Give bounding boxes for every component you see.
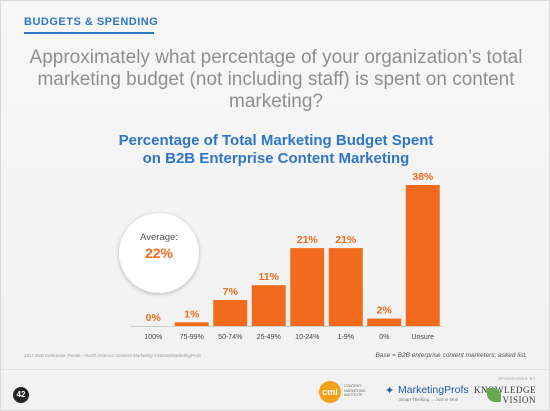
bird-icon: ✦	[385, 385, 395, 397]
data-label-3: 11%	[259, 271, 280, 283]
cmi-logo-text: CONTENT MARKETING INSTITUTE	[344, 384, 366, 397]
average-callout: Average: 22%	[119, 213, 199, 293]
bar-2	[213, 300, 248, 326]
x-tick-label-1: 75-99%	[180, 334, 204, 341]
data-label-2: 7%	[223, 286, 239, 298]
survey-question: Approximately what percentage of your or…	[29, 47, 523, 112]
footer-divider	[1, 369, 549, 370]
leaf-icon	[487, 388, 501, 402]
marketingprofs-tagline: Smart Thinking ... Just in time	[399, 397, 459, 402]
bar-7	[405, 185, 440, 326]
bar-4	[290, 248, 325, 326]
x-tick-label-4: 10-24%	[295, 334, 319, 341]
bar-3	[251, 285, 286, 326]
data-label-7: 38%	[412, 171, 434, 183]
chart-title: Percentage of Total Marketing Budget Spe…	[61, 132, 491, 168]
average-label: Average:	[140, 232, 178, 243]
bar-5	[328, 248, 363, 326]
x-tick-label-3: 25-49%	[257, 334, 281, 341]
source-note: 2017 B2B Enterprise Trends—North America…	[24, 353, 202, 358]
chart-title-line-1: Percentage of Total Marketing Budget Spe…	[118, 132, 434, 149]
page-number: 42	[13, 387, 29, 403]
data-label-5: 21%	[335, 234, 357, 246]
bar-chart: 0% 100% 1% 75-99% 7% 50-74% 11% 25-49% 21% 10-24%…	[131, 171, 442, 341]
x-tick-label-2: 50-74%	[218, 334, 242, 341]
knowledgevision-logo: SPONSORED BY KNOWLEDGE VISION	[456, 376, 536, 405]
chart-title-line-2: on B2B Enterprise Content Marketing	[142, 150, 410, 167]
data-label-1: 1%	[184, 308, 200, 320]
bar-6	[367, 318, 402, 326]
data-label-4: 21%	[297, 234, 319, 246]
data-label-0: 0%	[146, 312, 162, 324]
x-tick-label-6: 0%	[379, 334, 389, 341]
knowledgevision-name-1: KNOWLEDGE	[474, 385, 536, 395]
base-note: Base = B2B enterprise content marketers;…	[375, 352, 527, 359]
bar-1	[174, 322, 209, 326]
section-rule	[24, 32, 154, 34]
average-value: 22%	[144, 245, 174, 261]
sponsor-label: SPONSORED BY	[497, 376, 536, 381]
marketingprofs-name: MarketingProfs	[398, 384, 469, 396]
section-tag: BUDGETS & SPENDING	[24, 16, 159, 28]
x-tick-label-7: Unsure	[411, 334, 434, 341]
knowledgevision-name-2: VISION	[502, 395, 536, 405]
data-label-6: 2%	[377, 305, 393, 317]
cmi-mark-icon: cmi	[319, 381, 341, 403]
x-tick-label-5: 1-9%	[338, 334, 354, 341]
x-tick-label-0: 100%	[144, 334, 162, 341]
